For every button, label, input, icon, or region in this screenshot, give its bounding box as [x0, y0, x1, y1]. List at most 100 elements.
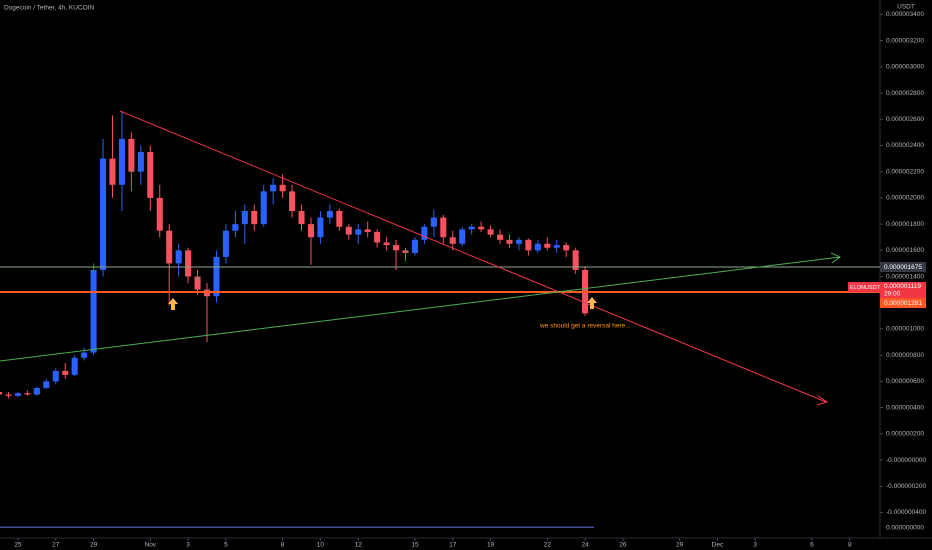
- candle-body: [0, 391, 3, 395]
- candle-body: [383, 242, 390, 246]
- candle-body: [175, 250, 182, 264]
- x-tick-label: 8: [848, 542, 852, 549]
- x-tick-label: 6: [810, 542, 814, 549]
- candle-body: [430, 217, 437, 227]
- candle-body: [553, 245, 560, 248]
- y-tick-label: 0.000002400: [886, 142, 924, 149]
- candle-body: [147, 152, 154, 198]
- trendline-green: [0, 256, 841, 362]
- candle-body: [71, 357, 78, 375]
- candle-body: [100, 158, 107, 270]
- candle-body: [24, 393, 31, 395]
- y-tick-label: 0.000003400: [886, 11, 924, 18]
- x-tick-label: Nov: [145, 542, 157, 549]
- x-tick-label: 26: [619, 542, 627, 549]
- candle-body: [421, 226, 428, 240]
- chart-title: Dogecoin / Tether, 4h, KUCOIN: [4, 5, 95, 12]
- candle-body: [241, 211, 248, 225]
- candle-body: [336, 211, 343, 227]
- candle-body: [251, 211, 258, 225]
- countdown-label: 29:00: [884, 291, 901, 298]
- candle-body: [185, 250, 192, 277]
- candle-body: [563, 245, 570, 251]
- symbol-tag: [848, 282, 880, 292]
- candle-body: [496, 234, 504, 240]
- candle-body: [14, 393, 21, 396]
- x-tick-label: 3: [753, 542, 757, 549]
- volume-axis-label: 0.000000000: [886, 525, 924, 532]
- volume-strip: [0, 526, 594, 528]
- x-tick-label: 15: [411, 542, 419, 549]
- x-tick-label: 25: [14, 542, 22, 549]
- price-tag-orange: [880, 298, 926, 308]
- annotation: we should get a reversal here...: [539, 323, 631, 330]
- candle-body: [506, 239, 513, 244]
- price-tag-orange-label: 0.000001281: [884, 300, 922, 307]
- candle-body: [109, 158, 116, 185]
- candle-body: [194, 276, 201, 290]
- candle-body: [232, 224, 239, 231]
- candle-body: [525, 239, 532, 251]
- candle-body: [534, 243, 541, 251]
- candle-body: [345, 226, 352, 235]
- candle-body: [137, 152, 144, 172]
- candle-body: [128, 138, 135, 172]
- y-tick-label: 0.000001800: [886, 221, 924, 228]
- x-tick-label: 27: [52, 542, 60, 549]
- trendline-green-arrow: [830, 252, 841, 264]
- candle-body: [544, 243, 551, 248]
- currency-label: USDT: [897, 4, 915, 11]
- candle-body: [468, 226, 475, 230]
- candle-body: [478, 226, 485, 230]
- candle-body: [118, 138, 125, 185]
- x-tick-label: 8: [281, 542, 285, 549]
- candle-body: [487, 229, 494, 235]
- symbol-tag-label: ELONUSDT: [850, 285, 881, 291]
- last-price-tag: [880, 282, 926, 298]
- candle-body: [81, 352, 88, 358]
- y-tick-label: 0.000002200: [886, 168, 924, 175]
- candle-body: [298, 211, 305, 225]
- x-tick-label: 22: [544, 542, 552, 549]
- y-tick-label: -0.000000200: [886, 483, 927, 490]
- candle-body: [515, 239, 522, 244]
- candle-body: [289, 191, 296, 212]
- price-tag-green-label: 0.000001675: [884, 264, 922, 271]
- y-tick-label: -0.000000400: [886, 509, 927, 516]
- candle-body: [364, 229, 371, 232]
- candle-body: [317, 217, 324, 238]
- candle-body: [279, 184, 286, 192]
- price-tag-green: [880, 262, 926, 272]
- y-tick-label: 0.000002000: [886, 195, 924, 202]
- x-tick-label: 19: [487, 542, 495, 549]
- arrow-up-marker: [168, 298, 178, 310]
- x-tick-label: Dec: [712, 542, 724, 549]
- candle-body: [326, 211, 333, 218]
- candle-body: [90, 270, 97, 353]
- x-tick-label: 10: [317, 542, 325, 549]
- candle-body: [260, 191, 267, 225]
- candle-body: [449, 237, 456, 244]
- candles: [0, 111, 589, 399]
- candle-body: [440, 217, 447, 238]
- y-tick-label: 0.000003000: [886, 64, 924, 71]
- candle-body: [307, 224, 315, 238]
- candle-body: [393, 245, 400, 251]
- candle-body: [52, 370, 59, 382]
- trendline-red-arrow: [816, 395, 829, 406]
- x-tick-label: 29: [90, 542, 98, 549]
- y-tick-label: 0.000000800: [886, 352, 924, 359]
- candle-body: [33, 387, 40, 395]
- candle-body: [411, 239, 418, 253]
- x-tick-label: 24: [581, 542, 589, 549]
- x-tick-label: 12: [355, 542, 363, 549]
- x-tick-label: 17: [449, 542, 457, 549]
- candle-body: [156, 197, 163, 231]
- y-tick-label: -0.000000000: [886, 457, 927, 464]
- candle-body: [572, 250, 579, 270]
- y-tick-label: 0.000002600: [886, 116, 924, 123]
- candle-body: [213, 256, 220, 297]
- trendline-red: [119, 110, 827, 403]
- x-tick-label: 29: [676, 542, 684, 549]
